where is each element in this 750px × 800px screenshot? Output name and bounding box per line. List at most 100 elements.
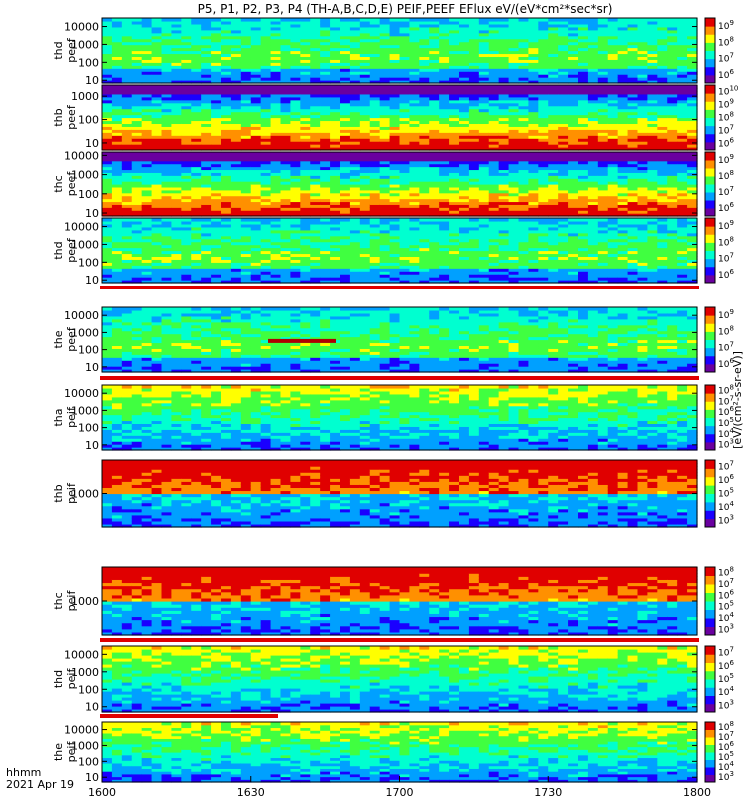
heatmap-cell (617, 102, 629, 107)
heatmap-cell (647, 23, 658, 28)
heatmap-cell (181, 195, 192, 200)
heatmap-cell (201, 50, 212, 55)
heatmap-cell (379, 87, 391, 92)
heatmap-cell (498, 32, 510, 37)
heatmap-cell (617, 108, 629, 113)
heatmap-cell (102, 50, 113, 55)
heatmap-cell (439, 186, 450, 191)
heatmap-cell (429, 105, 440, 110)
heatmap-cell (439, 102, 450, 107)
heatmap-cell (538, 96, 549, 101)
heatmap-cell (528, 44, 539, 49)
heatmap-cell (240, 126, 252, 130)
heatmap-cell (578, 152, 589, 156)
heatmap-cell (617, 201, 629, 205)
heatmap-cell (379, 96, 391, 101)
heatmap-cell (201, 59, 212, 63)
heatmap-cell (230, 201, 242, 205)
heatmap-cell (201, 138, 212, 142)
heatmap-cell (151, 38, 163, 43)
heatmap-cell (587, 172, 599, 176)
heatmap-cell (508, 195, 520, 200)
heatmap-cell (647, 120, 658, 125)
heatmap-cell (290, 26, 301, 31)
heatmap-cell (548, 53, 559, 58)
heatmap-cell (290, 23, 301, 28)
heatmap-cell (498, 23, 510, 28)
heatmap-cell (587, 163, 599, 168)
heatmap-cell (568, 96, 579, 101)
colorbar-tick-label: 106 (718, 68, 734, 81)
heatmap-cell (369, 166, 381, 171)
heatmap-cell (647, 138, 658, 142)
heatmap-cell (558, 65, 569, 69)
heatmap-cell (230, 71, 242, 75)
heatmap-cell (250, 195, 262, 200)
heatmap-cell (191, 123, 202, 127)
heatmap-cell (518, 204, 530, 208)
heatmap-cell (161, 105, 173, 110)
heatmap-cell (677, 189, 688, 194)
heatmap-cell (181, 169, 192, 173)
heatmap-cell (131, 184, 143, 188)
heatmap-cell (558, 184, 569, 188)
heatmap-cell (617, 166, 629, 171)
heatmap-cell (102, 85, 113, 89)
heatmap-cell (607, 184, 619, 188)
heatmap-cell (260, 77, 272, 81)
heatmap-cell (399, 68, 411, 72)
heatmap-cell (528, 129, 539, 133)
heatmap-cell (379, 53, 391, 58)
heatmap-cell (578, 80, 589, 84)
heatmap-cell (587, 99, 599, 104)
heatmap-cell (260, 144, 272, 148)
heatmap-cell (488, 198, 500, 203)
heatmap-cell (459, 207, 470, 211)
heatmap-cell (340, 181, 351, 185)
heatmap-cell (459, 90, 470, 95)
heatmap-cell (409, 71, 420, 75)
heatmap-cell (300, 154, 311, 159)
heatmap-cell (687, 85, 698, 89)
heatmap-cell (568, 56, 579, 60)
heatmap-cell (111, 166, 123, 171)
heatmap-cell (240, 195, 252, 200)
heatmap-cell (260, 35, 272, 40)
heatmap-cell (151, 152, 163, 156)
heatmap-cell (449, 175, 460, 179)
heatmap-cell (468, 93, 480, 98)
heatmap-cell (111, 123, 123, 127)
heatmap-cell (121, 172, 133, 176)
heatmap-cell (667, 141, 678, 145)
heatmap-cell (548, 114, 559, 119)
heatmap-cell (508, 201, 520, 205)
heatmap-cell (379, 160, 391, 165)
colorbar-segment (705, 101, 715, 110)
heatmap-cell (518, 96, 530, 101)
heatmap-cell (121, 111, 133, 116)
heatmap-cell (528, 204, 539, 208)
heatmap-cell (409, 175, 420, 179)
heatmap-cell (617, 44, 629, 49)
heatmap-cell (349, 192, 361, 197)
heatmap-cell (488, 85, 500, 89)
heatmap-cell (102, 220, 113, 225)
heatmap-cell (568, 18, 579, 22)
heatmap-cell (221, 210, 232, 214)
heatmap-cell (409, 80, 420, 84)
heatmap-cell (369, 175, 381, 179)
heatmap-cell (171, 195, 182, 200)
heatmap-cell (102, 268, 113, 272)
heatmap-cell (439, 157, 450, 162)
heatmap-cell (429, 201, 440, 205)
heatmap-cell (102, 152, 113, 156)
heatmap-cell (647, 62, 658, 66)
heatmap-cell (121, 175, 133, 179)
heatmap-cell (548, 32, 559, 37)
heatmap-cell (310, 147, 321, 151)
heatmap-cell (290, 192, 301, 197)
heatmap-cell (250, 102, 262, 107)
heatmap-cell (687, 195, 698, 200)
heatmap-cell (191, 99, 202, 104)
heatmap-cell (111, 99, 123, 104)
